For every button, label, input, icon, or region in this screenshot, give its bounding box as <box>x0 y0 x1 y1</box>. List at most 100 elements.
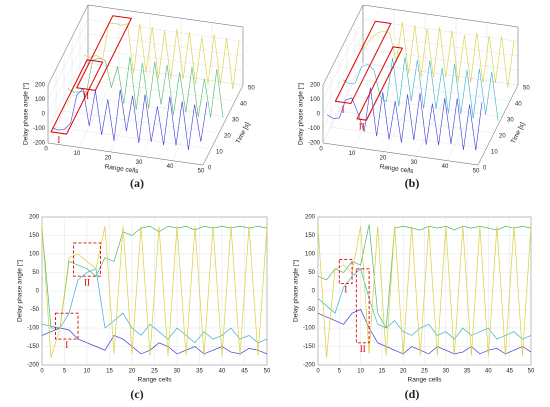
x-tick-label: 15 <box>106 369 113 375</box>
x-tick-label: 10 <box>74 151 81 157</box>
grid-line <box>446 80 488 161</box>
panel-caption: (b) <box>405 176 420 190</box>
y-tick-label: -50 <box>306 307 315 313</box>
grid-line <box>140 76 182 157</box>
x-tick-label: 5 <box>63 369 67 375</box>
panel-caption: (c) <box>130 387 143 401</box>
x-axis-label: Range cells <box>379 163 414 175</box>
z-tick-label: 200 <box>310 83 321 89</box>
panel-caption: (a) <box>130 176 144 190</box>
x-tick-label: 45 <box>506 369 513 375</box>
y-tick-label: 50 <box>523 86 530 92</box>
data-line <box>41 226 268 358</box>
y-tick-label: 150 <box>305 233 316 239</box>
grid-line <box>87 48 244 71</box>
x-tick-label: 40 <box>485 369 492 375</box>
annotation-label: II <box>360 344 366 354</box>
x-tick-label: 30 <box>174 369 181 375</box>
z-tick-label: 200 <box>35 83 46 89</box>
grid-line <box>47 33 89 115</box>
y-tick-label: 100 <box>305 252 316 258</box>
x-axis-label: Range cells <box>408 377 443 384</box>
x-tick-label: 40 <box>442 164 449 170</box>
data-line <box>41 225 268 329</box>
y-tick-label: -100 <box>27 326 40 332</box>
axis-line <box>322 4 364 86</box>
highlight-box <box>356 46 404 121</box>
y-tick-label: 0 <box>208 166 212 172</box>
x-tick-label: 50 <box>473 169 480 175</box>
y-tick-label: 30 <box>507 118 514 124</box>
grid-line <box>55 126 212 150</box>
z-tick-label: 0 <box>317 112 321 118</box>
grid-line <box>362 62 519 86</box>
y-axis-label: Time [s] <box>510 121 527 145</box>
grid-line <box>353 67 395 148</box>
highlight-box <box>338 259 353 285</box>
y-tick-label: 20 <box>224 134 231 140</box>
x-tick-label: 10 <box>349 151 356 157</box>
highlight-box <box>55 312 79 340</box>
y-tick-label: -150 <box>303 344 316 350</box>
y-tick-label: 10 <box>491 150 498 156</box>
grid-line <box>322 48 364 129</box>
grid-line <box>322 19 364 100</box>
z-tick-label: 100 <box>310 97 321 103</box>
x-tick-label: 5 <box>338 369 342 375</box>
grid-line <box>322 62 364 144</box>
grid-line <box>362 33 519 57</box>
axis-line <box>202 84 244 166</box>
y-tick-label: 30 <box>232 118 239 124</box>
data-line <box>317 268 532 340</box>
x-tick-label: 45 <box>241 369 248 375</box>
highlight-box <box>334 20 392 105</box>
data-line <box>342 56 499 121</box>
y-tick-label: 150 <box>29 233 40 239</box>
axis-line <box>87 4 244 28</box>
x-tick-label: 50 <box>198 169 205 175</box>
data-line <box>317 309 532 355</box>
axis-line <box>47 142 204 166</box>
y-tick-label: 0 <box>312 289 316 295</box>
y-tick-label: 0 <box>483 166 487 172</box>
grid-line <box>78 67 120 148</box>
x-tick-label: 0 <box>44 147 48 153</box>
x-tick-label: 35 <box>196 369 203 375</box>
y-tick-label: 40 <box>515 102 522 108</box>
data-line <box>51 88 208 151</box>
z-tick-label: -100 <box>33 126 46 132</box>
z-axis-label: Delay phase angle [°] <box>22 83 30 145</box>
x-tick-label: 30 <box>411 160 418 166</box>
x-tick-label: 0 <box>316 369 320 375</box>
x-tick-label: 25 <box>151 369 158 375</box>
axis-line <box>322 142 479 166</box>
x-axis-label: Range cells <box>138 377 173 384</box>
z-tick-label: -200 <box>33 141 46 147</box>
x-tick-label: 20 <box>400 369 407 375</box>
x-tick-label: 20 <box>380 155 387 161</box>
z-tick-label: 0 <box>42 112 46 118</box>
x-tick-label: 30 <box>442 369 449 375</box>
x-tick-label: 20 <box>105 155 112 161</box>
grid-line <box>346 94 503 118</box>
y-tick-label: 100 <box>29 252 40 258</box>
y-tick-label: 200 <box>305 215 316 221</box>
data-line <box>83 22 240 90</box>
x-tick-label: 40 <box>167 164 174 170</box>
x-tick-label: 25 <box>421 369 428 375</box>
x-tick-label: 40 <box>219 369 226 375</box>
y-axis-label: Delay phase angle [°] <box>16 260 24 322</box>
grid-line <box>71 94 228 118</box>
grid-line <box>384 71 426 152</box>
axis-line <box>362 4 519 28</box>
grid-line <box>354 78 511 102</box>
z-axis-label: Delay phase angle [°] <box>297 83 305 145</box>
y-axis-label: Delay phase angle [°] <box>292 260 300 322</box>
grid-line <box>415 76 457 157</box>
grid-line <box>362 48 519 71</box>
y-tick-label: -150 <box>27 344 40 350</box>
grid-line <box>79 78 236 102</box>
grid-line <box>171 80 213 161</box>
grid-line <box>338 110 495 134</box>
